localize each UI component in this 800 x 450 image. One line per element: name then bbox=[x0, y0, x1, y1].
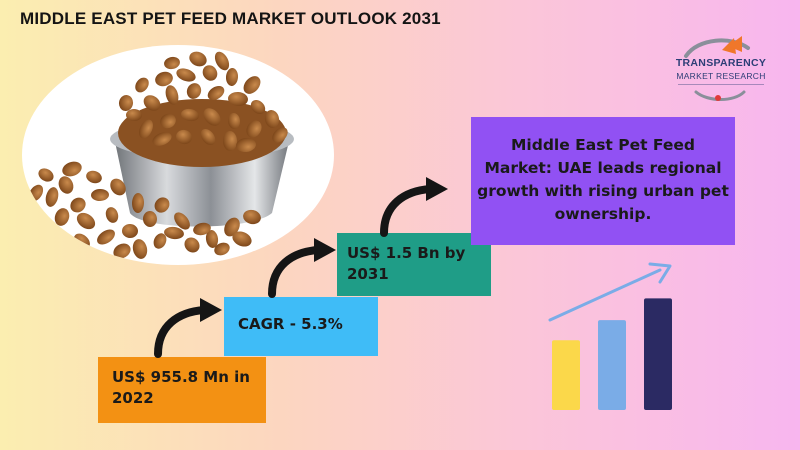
kibble-piece bbox=[202, 65, 218, 81]
company-logo: TRANSPARENCY MARKET RESEARCH bbox=[672, 36, 770, 108]
kibble-piece bbox=[214, 51, 230, 71]
step-cagr: CAGR - 5.3% bbox=[224, 297, 378, 356]
logo-sub-text: MARKET RESEARCH bbox=[676, 71, 766, 81]
pet-food-image bbox=[22, 45, 334, 265]
kibble-piece bbox=[160, 113, 176, 129]
page-title: MIDDLE EAST PET FEED MARKET OUTLOOK 2031 bbox=[20, 9, 441, 28]
kibble-piece bbox=[153, 233, 167, 249]
step-2022-value: US$ 955.8 Mn in 2022 bbox=[98, 357, 266, 423]
kibble-piece bbox=[38, 168, 54, 182]
kibble-piece bbox=[131, 193, 145, 213]
kibble-piece bbox=[118, 95, 134, 111]
kibble-piece bbox=[250, 100, 266, 114]
kibble-piece bbox=[225, 68, 239, 86]
kibble-piece bbox=[97, 229, 115, 245]
kibble-piece bbox=[155, 71, 173, 87]
kibble-piece bbox=[246, 120, 262, 138]
kibble-piece bbox=[139, 119, 153, 139]
kibble-piece bbox=[126, 109, 142, 121]
kibble-piece bbox=[113, 243, 131, 259]
kibble-piece bbox=[165, 85, 179, 105]
step-2031-label: US$ 1.5 Bn by 2031 bbox=[347, 244, 466, 283]
transparency-logo-icon bbox=[684, 36, 750, 101]
kibble-piece bbox=[203, 108, 221, 126]
kibble-piece bbox=[54, 208, 70, 226]
kibble-piece bbox=[70, 197, 86, 213]
kibble-piece bbox=[264, 110, 280, 128]
kibble-piece bbox=[132, 239, 148, 259]
trend-line bbox=[548, 268, 662, 322]
pet-food-bowl-icon bbox=[28, 51, 294, 259]
curved-arrow-icon bbox=[268, 238, 336, 298]
step-2031-value: US$ 1.5 Bn by 2031 bbox=[337, 233, 491, 296]
highlight-box: Middle East Pet Feed Market: UAE leads r… bbox=[471, 117, 735, 245]
trend-arrowhead bbox=[648, 262, 672, 284]
kibble-piece bbox=[91, 188, 109, 202]
kibble-piece bbox=[243, 76, 261, 94]
kibble-piece bbox=[62, 161, 82, 177]
kibble-piece bbox=[58, 176, 74, 194]
kibble-piece bbox=[186, 83, 202, 99]
kibble-piece bbox=[236, 137, 256, 153]
curved-arrow-icon bbox=[380, 177, 448, 237]
kibble-piece bbox=[232, 231, 252, 247]
kibble-piece bbox=[189, 51, 207, 67]
kibble-piece bbox=[164, 56, 180, 70]
kibble-piece bbox=[272, 127, 288, 143]
kibble-piece bbox=[222, 131, 238, 151]
kibble-piece bbox=[122, 223, 138, 239]
kibble-piece bbox=[174, 212, 190, 230]
kibble-piece bbox=[200, 129, 216, 145]
bar-growth-icon bbox=[548, 262, 672, 410]
curved-arrow-icon bbox=[154, 298, 222, 358]
growth-bar bbox=[644, 298, 672, 410]
kibble-piece bbox=[176, 129, 192, 145]
kibble-piece bbox=[207, 86, 225, 100]
step-cagr-label: CAGR - 5.3% bbox=[238, 315, 343, 333]
kibble-piece bbox=[205, 230, 219, 248]
kibble-piece bbox=[154, 197, 170, 213]
growth-bar bbox=[552, 340, 580, 410]
highlight-text: Middle East Pet Feed Market: UAE leads r… bbox=[477, 136, 729, 223]
kibble-piece bbox=[228, 91, 248, 107]
kibble-piece bbox=[86, 170, 102, 184]
kibble-piece bbox=[74, 233, 90, 249]
kibble-piece bbox=[110, 178, 126, 196]
kibble-piece bbox=[193, 222, 211, 236]
kibble-piece bbox=[28, 184, 44, 202]
kibble-piece bbox=[105, 207, 119, 223]
kibble-piece bbox=[181, 108, 199, 122]
kibble-piece bbox=[184, 237, 200, 253]
logo-divider bbox=[678, 84, 764, 85]
kibble-piece bbox=[243, 209, 261, 225]
kibble-piece bbox=[152, 132, 172, 146]
kibble-piece bbox=[176, 68, 196, 82]
kibble-piece bbox=[143, 95, 161, 111]
kibble-piece bbox=[227, 113, 241, 129]
kibble-piece bbox=[45, 187, 59, 207]
kibble-piece bbox=[164, 226, 184, 240]
kibble-piece bbox=[142, 211, 158, 227]
kibble-piece bbox=[76, 212, 96, 230]
growth-bar bbox=[598, 320, 626, 410]
logo-main-text: TRANSPARENCY bbox=[675, 57, 767, 69]
kibble-piece bbox=[214, 242, 230, 256]
kibble-piece bbox=[224, 217, 240, 237]
step-2022-label: US$ 955.8 Mn in 2022 bbox=[112, 368, 250, 407]
kibble-piece bbox=[135, 77, 149, 93]
